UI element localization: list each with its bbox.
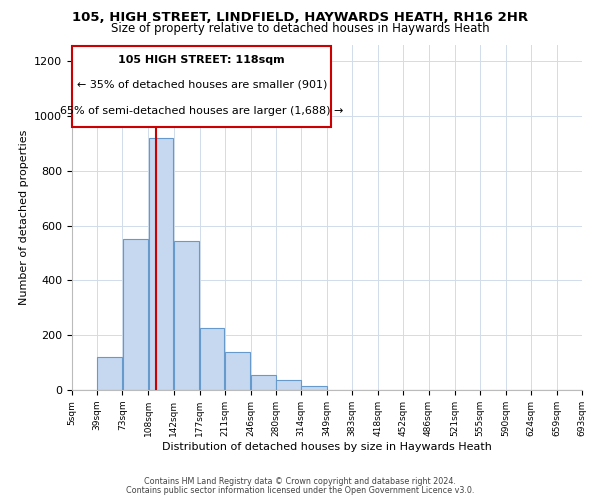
Bar (122, 240, 148, 390)
Bar (174, 241, 199, 390)
Bar (276, 380, 301, 390)
Bar (225, 352, 250, 390)
FancyBboxPatch shape (72, 46, 331, 127)
Text: 105, HIGH STREET, LINDFIELD, HAYWARDS HEATH, RH16 2HR: 105, HIGH STREET, LINDFIELD, HAYWARDS HE… (72, 11, 528, 24)
Text: 105 HIGH STREET: 118sqm: 105 HIGH STREET: 118sqm (118, 55, 285, 65)
Bar (251, 375, 275, 390)
X-axis label: Distribution of detached houses by size in Haywards Heath: Distribution of detached houses by size … (162, 442, 492, 452)
Text: Size of property relative to detached houses in Haywards Heath: Size of property relative to detached ho… (110, 22, 490, 35)
Text: ← 35% of detached houses are smaller (901): ← 35% of detached houses are smaller (90… (77, 80, 327, 90)
Bar (97, 357, 122, 390)
Y-axis label: Number of detached properties: Number of detached properties (19, 130, 29, 305)
Text: Contains public sector information licensed under the Open Government Licence v3: Contains public sector information licen… (126, 486, 474, 495)
Text: 65% of semi-detached houses are larger (1,688) →: 65% of semi-detached houses are larger (… (60, 106, 343, 116)
Text: Contains HM Land Registry data © Crown copyright and database right 2024.: Contains HM Land Registry data © Crown c… (144, 477, 456, 486)
Bar (200, 328, 224, 390)
Bar (301, 386, 327, 390)
Bar (149, 138, 173, 390)
